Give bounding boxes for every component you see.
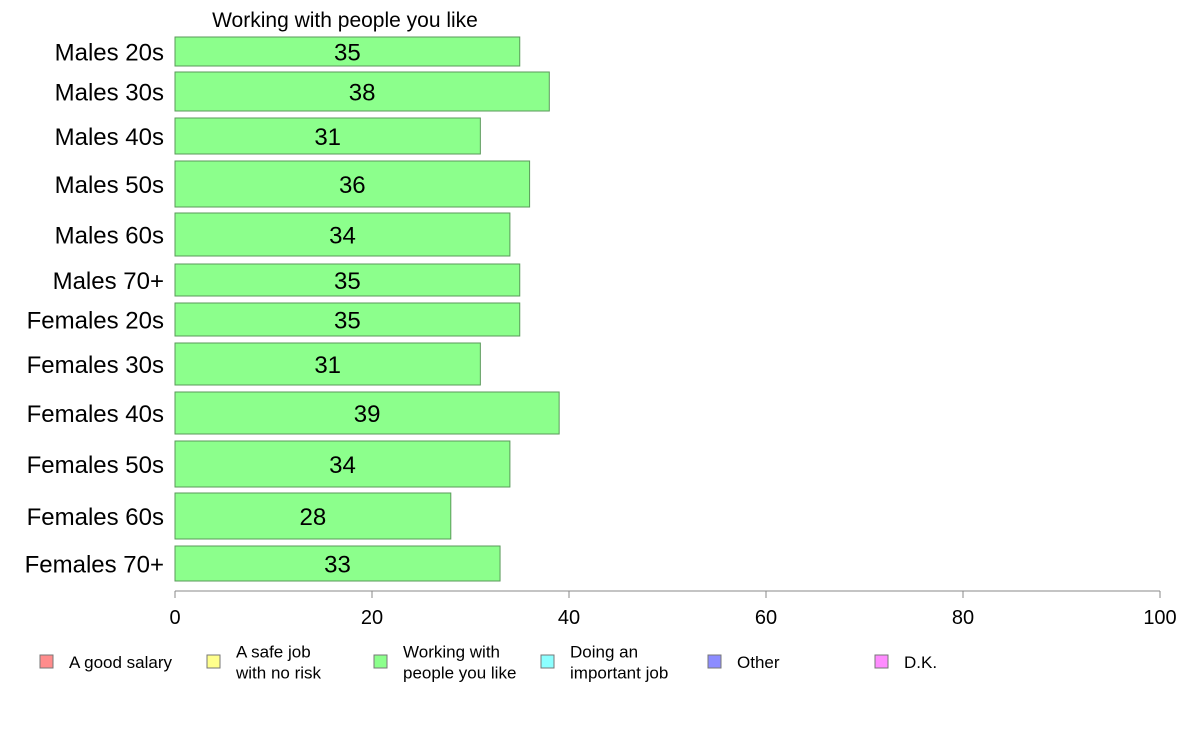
x-tick-label: 0 bbox=[169, 607, 180, 629]
x-tick-label: 40 bbox=[558, 607, 580, 629]
legend-swatch bbox=[707, 654, 722, 669]
category-label: Males 70+ bbox=[53, 268, 164, 295]
category-label: Males 50s bbox=[55, 172, 164, 199]
bar bbox=[174, 71, 550, 112]
x-axis: 0 20 40 60 80 100 bbox=[169, 590, 1177, 629]
bar bbox=[174, 263, 521, 297]
category-label: Females 70+ bbox=[25, 552, 164, 579]
legend-label: Working with bbox=[403, 643, 500, 662]
legend: A good salary A safe job with no risk Worki… bbox=[39, 643, 937, 683]
category-label: Females 40s bbox=[27, 401, 164, 428]
bar bbox=[174, 117, 481, 155]
legend-label: people you like bbox=[403, 664, 516, 683]
legend-swatch bbox=[206, 654, 221, 669]
category-label: Males 60s bbox=[55, 223, 164, 250]
category-label: Females 60s bbox=[27, 504, 164, 531]
bar-value-label: 39 bbox=[354, 401, 381, 428]
legend-label: D.K. bbox=[904, 653, 937, 672]
category-label: Females 50s bbox=[27, 452, 164, 479]
bar bbox=[174, 302, 521, 337]
x-tick-label: 100 bbox=[1143, 607, 1176, 629]
category-label: Males 20s bbox=[55, 40, 164, 67]
bar-value-label: 31 bbox=[314, 124, 341, 151]
chart-title: Working with people you like bbox=[212, 9, 478, 32]
x-tick-label: 60 bbox=[755, 607, 777, 629]
bars: Males 20s 35 Males 30s 38 Males 40s 31 Males 5… bbox=[25, 36, 560, 582]
bar-value-label: 36 bbox=[339, 172, 366, 199]
bar-value-label: 31 bbox=[314, 352, 341, 379]
category-label: Females 30s bbox=[27, 352, 164, 379]
bar bbox=[174, 440, 511, 488]
x-tick-label: 20 bbox=[361, 607, 383, 629]
bar-value-label: 34 bbox=[329, 452, 356, 479]
legend-label: A good salary bbox=[69, 653, 173, 672]
legend-label: Other bbox=[737, 653, 780, 672]
bar bbox=[174, 492, 452, 540]
bar bbox=[174, 391, 560, 435]
bar bbox=[174, 342, 481, 386]
legend-label: important job bbox=[570, 664, 668, 683]
bar-value-label: 35 bbox=[334, 40, 361, 67]
legend-label: A safe job bbox=[236, 643, 311, 662]
legend-label: Doing an bbox=[570, 643, 638, 662]
bar bbox=[174, 545, 501, 582]
bar-value-label: 38 bbox=[349, 80, 376, 107]
bar bbox=[174, 212, 511, 257]
legend-swatch bbox=[874, 654, 889, 669]
category-label: Males 40s bbox=[55, 124, 164, 151]
bar-value-label: 33 bbox=[324, 552, 351, 579]
bar bbox=[174, 160, 531, 208]
legend-swatch bbox=[373, 654, 388, 669]
legend-swatch bbox=[540, 654, 555, 669]
bar-value-label: 35 bbox=[334, 308, 361, 335]
x-tick-label: 80 bbox=[952, 607, 974, 629]
bar bbox=[174, 36, 521, 67]
legend-swatch bbox=[39, 654, 54, 669]
legend-label: with no risk bbox=[235, 664, 322, 683]
bar-value-label: 35 bbox=[334, 268, 361, 295]
bar-value-label: 34 bbox=[329, 223, 356, 250]
bar-value-label: 28 bbox=[300, 504, 327, 531]
category-label: Females 20s bbox=[27, 308, 164, 335]
category-label: Males 30s bbox=[55, 80, 164, 107]
